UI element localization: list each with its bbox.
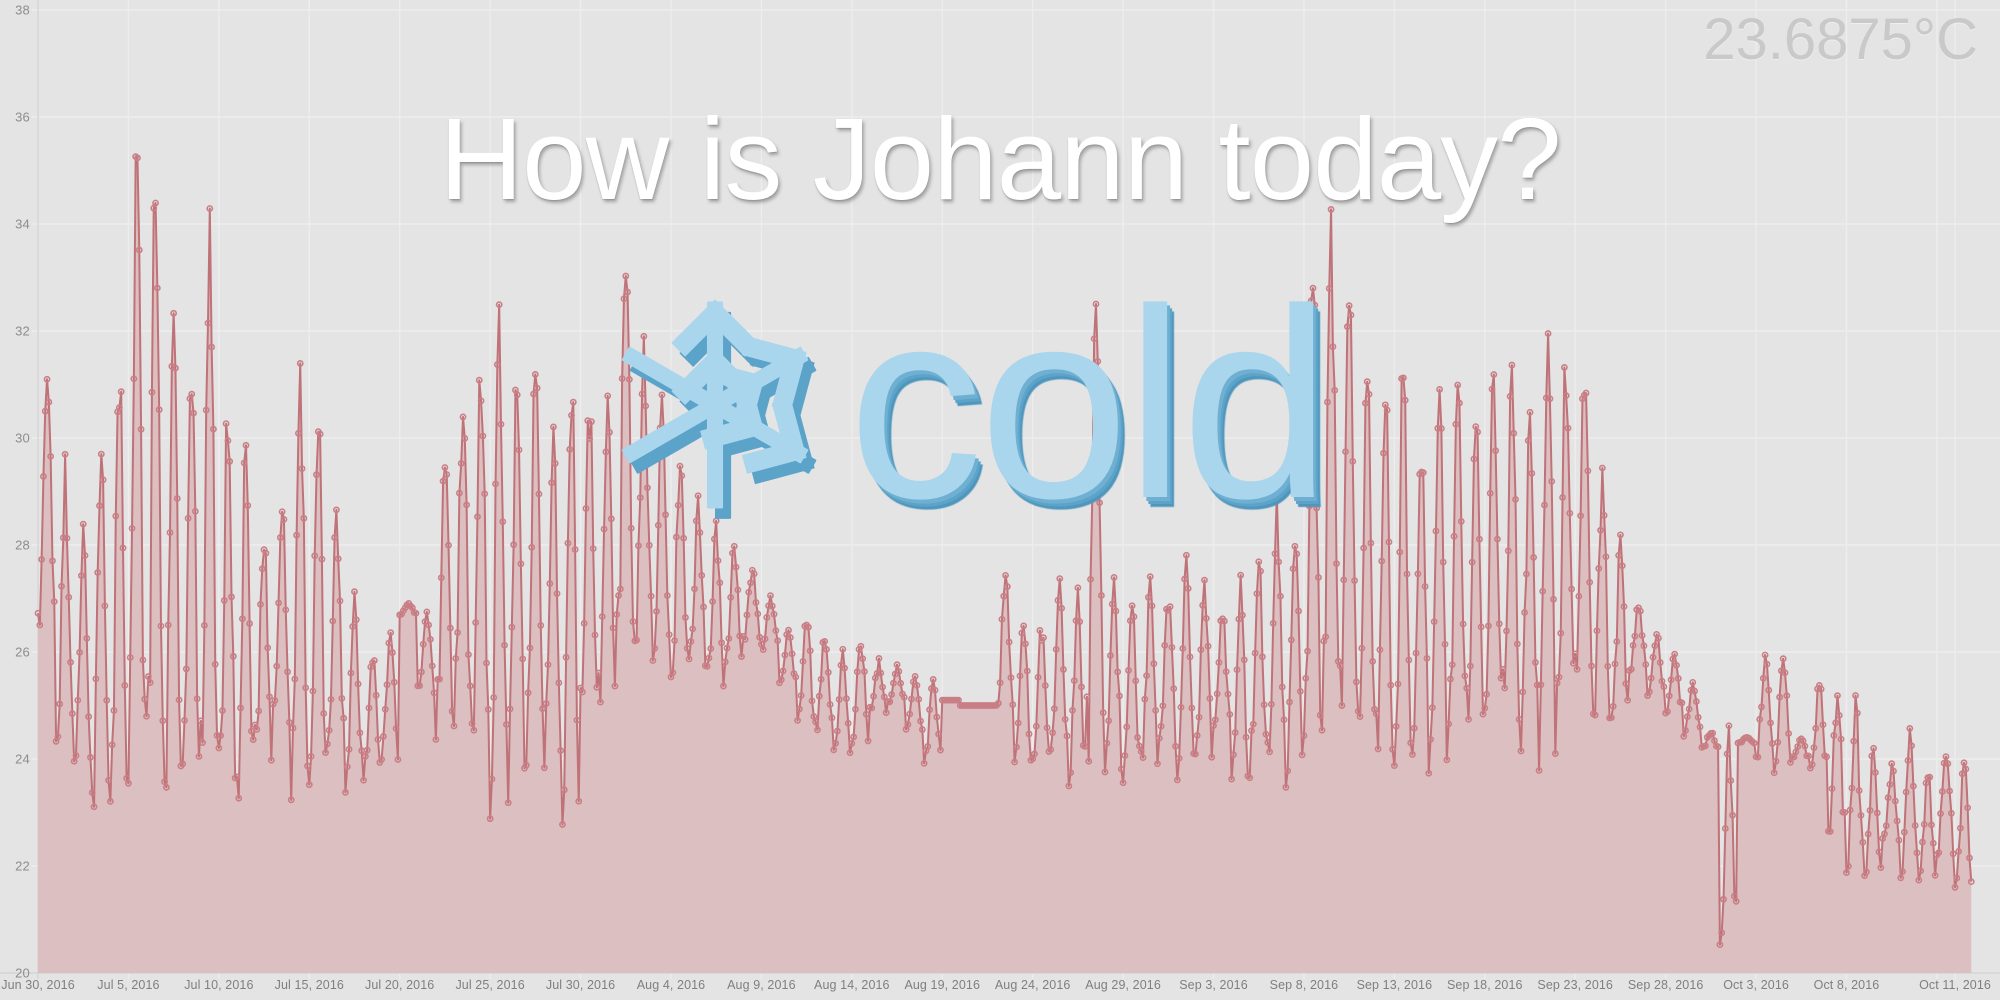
page-title: How is Johann today? [439, 94, 1561, 224]
current-temperature-readout: 23.6875°C [1703, 7, 1978, 72]
status-overlay: cold [600, 255, 2000, 555]
snowflake-icon [600, 290, 837, 520]
snowflake-icon-svg [603, 299, 837, 519]
status-word: cold [848, 253, 1331, 555]
